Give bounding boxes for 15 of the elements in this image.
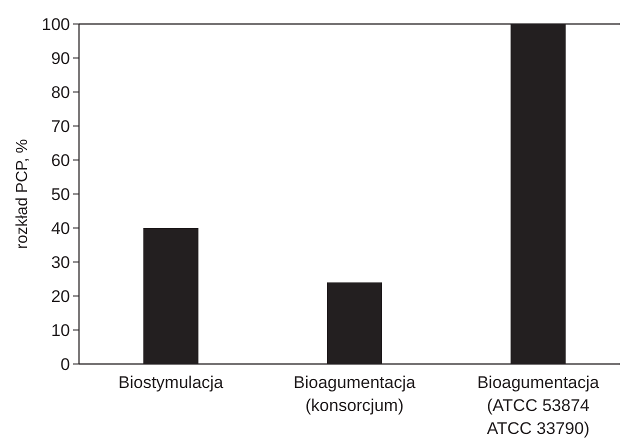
y-tick-label: 20 bbox=[51, 286, 70, 306]
y-tick-label: 80 bbox=[51, 82, 70, 102]
x-tick-label: Biostymulacja bbox=[118, 373, 224, 392]
y-tick-label: 90 bbox=[51, 48, 70, 68]
y-tick-label: 60 bbox=[51, 150, 70, 170]
y-tick-label: 70 bbox=[51, 116, 70, 136]
y-tick-label: 10 bbox=[51, 320, 70, 340]
y-tick-label: 30 bbox=[51, 252, 70, 272]
y-tick-label: 0 bbox=[60, 354, 70, 374]
y-tick-label: 100 bbox=[42, 14, 70, 34]
y-axis-title: rozkład PCP, % bbox=[14, 139, 31, 249]
x-tick-label: Bioagumentacja (ATCC 53874 ATCC 33790) bbox=[477, 373, 600, 438]
y-tick-label: 40 bbox=[51, 218, 70, 238]
y-tick-label: 50 bbox=[51, 184, 70, 204]
x-tick-label: Bioagumentacja (konsorcjum) bbox=[294, 373, 416, 415]
